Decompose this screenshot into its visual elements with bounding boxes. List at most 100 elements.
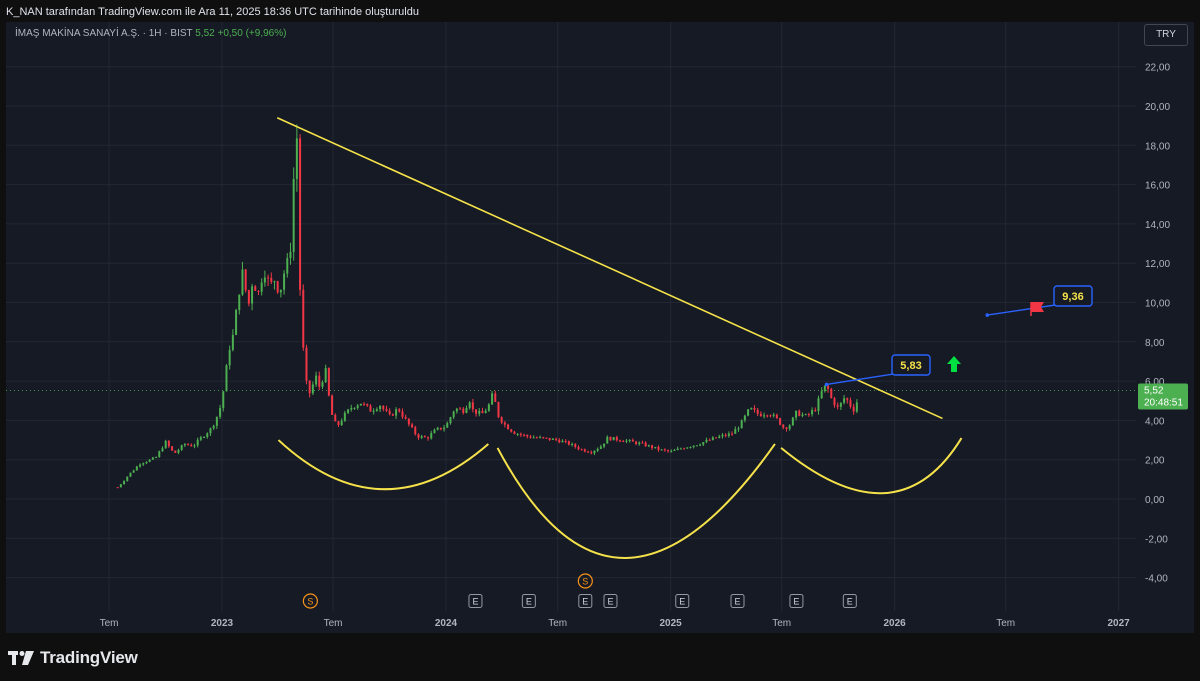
symbol-name: İMAŞ MAKİNA SANAYİ A.Ş. · 1H · BIST (15, 28, 193, 39)
candle (494, 390, 497, 403)
candle (635, 440, 638, 446)
symbol-change: +0,50 (+9,96%) (217, 28, 287, 39)
candle-body (772, 414, 775, 416)
candle (334, 413, 337, 422)
candle (446, 421, 449, 428)
x-tick-label: Tem (996, 618, 1015, 629)
marker-ring (577, 573, 593, 589)
candle-body (827, 385, 830, 389)
candle (731, 431, 734, 436)
candle (286, 253, 289, 278)
candle-body (855, 402, 858, 412)
x-tick-label: Tem (772, 618, 791, 629)
candle-body (443, 427, 446, 430)
candle (145, 461, 148, 465)
marker-ring (302, 593, 318, 609)
candle-body (564, 440, 567, 442)
chart-area[interactable]: 22,00 20,00 18,00 16,00 14,00 12,00 10,00 8,00 6… (6, 22, 1194, 633)
candle-body (833, 397, 836, 406)
candle-body (638, 442, 641, 445)
candle-body (574, 443, 577, 447)
candle (292, 167, 295, 261)
callout-a-label: 5,83 (900, 360, 921, 372)
candle (785, 426, 788, 432)
candle (779, 417, 782, 426)
candle-body (481, 410, 484, 414)
candle-body (238, 294, 241, 311)
candle-body (235, 310, 238, 335)
candle-body (804, 414, 807, 416)
candle-body (705, 439, 708, 443)
grid-lines (6, 22, 1136, 611)
candle (615, 435, 618, 442)
candle-body (593, 450, 596, 454)
candle (404, 414, 407, 420)
candle (398, 408, 401, 413)
candle (263, 270, 266, 287)
candle (702, 441, 705, 447)
candle (766, 414, 769, 418)
candle-body (398, 409, 401, 412)
candle-body (196, 439, 199, 446)
candle (273, 280, 276, 290)
candle (379, 405, 382, 412)
tradingview-brand[interactable]: TradingView (8, 648, 138, 668)
candle (583, 448, 586, 453)
candle-body (769, 415, 772, 417)
currency-button[interactable]: TRY (1144, 24, 1188, 46)
candle (833, 396, 836, 408)
candle (817, 395, 820, 415)
y-tick-label: -2,00 (1145, 534, 1168, 545)
candle-body (811, 410, 814, 415)
candle (459, 406, 462, 410)
candle-body (715, 437, 718, 439)
candle (382, 405, 385, 412)
candle-body (414, 427, 417, 435)
candle-body (801, 414, 804, 416)
candle (347, 408, 350, 415)
candle-body (785, 427, 788, 429)
candle (388, 408, 391, 416)
candle (715, 437, 718, 439)
marker-letter: S (307, 597, 313, 607)
candle-body (308, 380, 311, 394)
candle-body (526, 434, 529, 437)
candle (452, 410, 455, 420)
candle (830, 387, 833, 399)
candle (852, 403, 855, 415)
candle (734, 426, 737, 434)
candle (308, 380, 311, 398)
candle (644, 441, 647, 447)
candle-body (219, 408, 222, 417)
candle-body (807, 414, 810, 416)
candle-body (161, 448, 164, 452)
candle-body (251, 286, 254, 304)
candle (119, 483, 122, 488)
candle (711, 436, 714, 441)
candle-body (263, 277, 266, 283)
candle-body (779, 418, 782, 425)
candle (510, 428, 513, 433)
candle (820, 387, 823, 399)
marker-box (521, 594, 536, 608)
callout-a-pointer (826, 372, 901, 386)
candle-body (484, 410, 487, 414)
price-chart[interactable]: 22,00 20,00 18,00 16,00 14,00 12,00 10,00 8,00 6… (6, 22, 1194, 633)
candle (123, 480, 126, 485)
candle-body (551, 438, 554, 440)
candle (443, 424, 446, 432)
candle-body (766, 415, 769, 417)
candle (743, 414, 746, 423)
earnings-event-marker: E (842, 594, 857, 608)
candle (430, 430, 433, 440)
candle-body (523, 434, 526, 436)
candle-body (590, 452, 593, 454)
callout-b-box (1053, 285, 1093, 307)
rounding-bottom-arc (780, 437, 963, 495)
candle-body (663, 449, 666, 451)
candle-body (318, 375, 321, 387)
candle (606, 435, 609, 444)
marker-letter: E (734, 597, 740, 607)
candle (167, 440, 170, 448)
tradingview-logo-icon (8, 651, 34, 665)
